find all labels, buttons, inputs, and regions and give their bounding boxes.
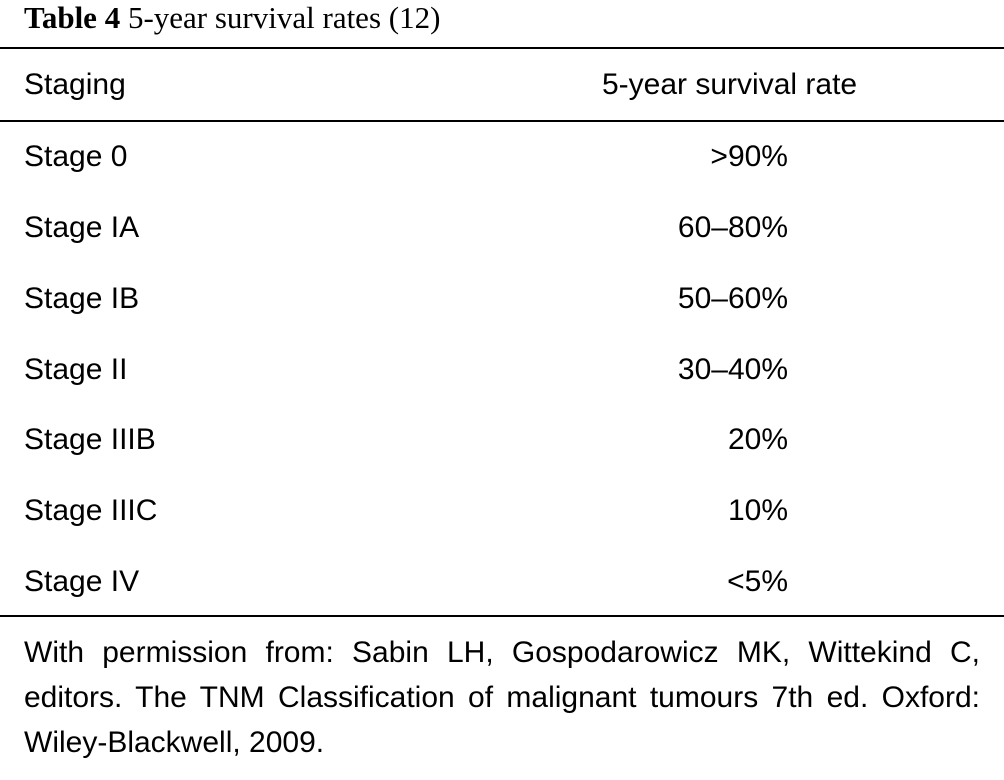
row-rate: 10% xyxy=(727,494,788,527)
row-rate: >90% xyxy=(710,140,788,173)
row-stage: Stage IIIB xyxy=(24,423,156,456)
row-stage: Stage IV xyxy=(24,565,140,598)
row-rate: 30–40% xyxy=(677,353,788,386)
header-staging: Staging xyxy=(24,68,126,101)
table-caption: Table 4 5-year survival rates (12) xyxy=(24,0,440,36)
row-stage: Stage IIIC xyxy=(24,494,158,527)
table-bottom-rule xyxy=(0,615,1004,617)
table-footnote: With permission from: Sabin LH, Gospodar… xyxy=(24,636,980,759)
row-rate: 20% xyxy=(727,423,788,456)
row-stage: Stage IB xyxy=(24,282,140,315)
table-caption-label: Table 4 xyxy=(24,0,121,35)
row-stage: Stage IA xyxy=(24,211,140,244)
table-header-rule xyxy=(0,120,1004,122)
row-rate: <5% xyxy=(727,565,788,598)
table-caption-title: 5-year survival rates (12) xyxy=(127,0,441,35)
row-stage: Stage 0 xyxy=(24,140,128,173)
row-rate: 60–80% xyxy=(677,211,788,244)
header-survival-rate: 5-year survival rate xyxy=(602,68,858,101)
table-top-rule xyxy=(0,47,1004,49)
row-rate: 50–60% xyxy=(677,282,788,315)
row-stage: Stage II xyxy=(24,353,128,386)
